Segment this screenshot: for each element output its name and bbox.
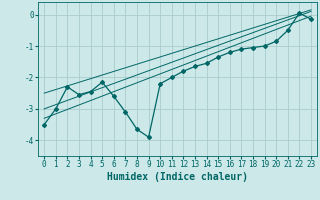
X-axis label: Humidex (Indice chaleur): Humidex (Indice chaleur) [107, 172, 248, 182]
